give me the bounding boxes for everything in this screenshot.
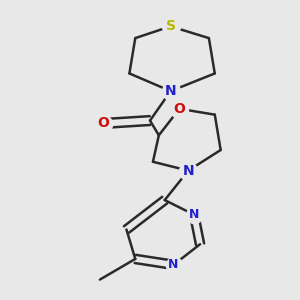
- Text: N: N: [189, 208, 200, 221]
- Text: S: S: [166, 19, 176, 33]
- Text: N: N: [182, 164, 194, 178]
- Text: O: O: [97, 116, 109, 130]
- Text: N: N: [168, 258, 179, 271]
- Text: N: N: [165, 84, 176, 98]
- Text: O: O: [173, 102, 185, 116]
